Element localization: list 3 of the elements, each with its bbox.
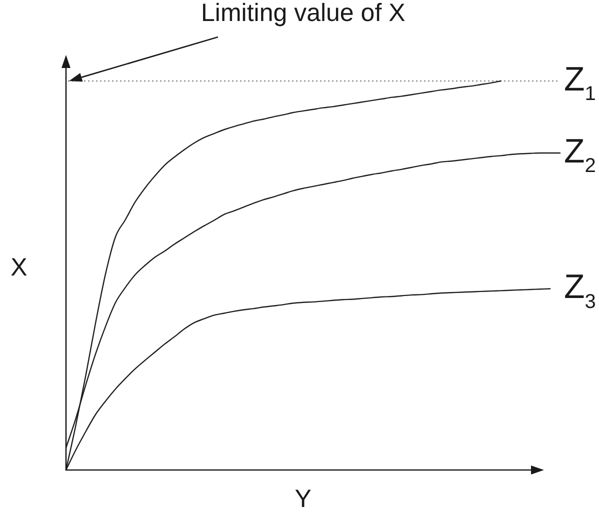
x-axis-title: Y — [294, 484, 312, 513]
y-axis-title: X — [10, 253, 28, 282]
ref-line-label: Limiting value of X — [200, 0, 406, 27]
